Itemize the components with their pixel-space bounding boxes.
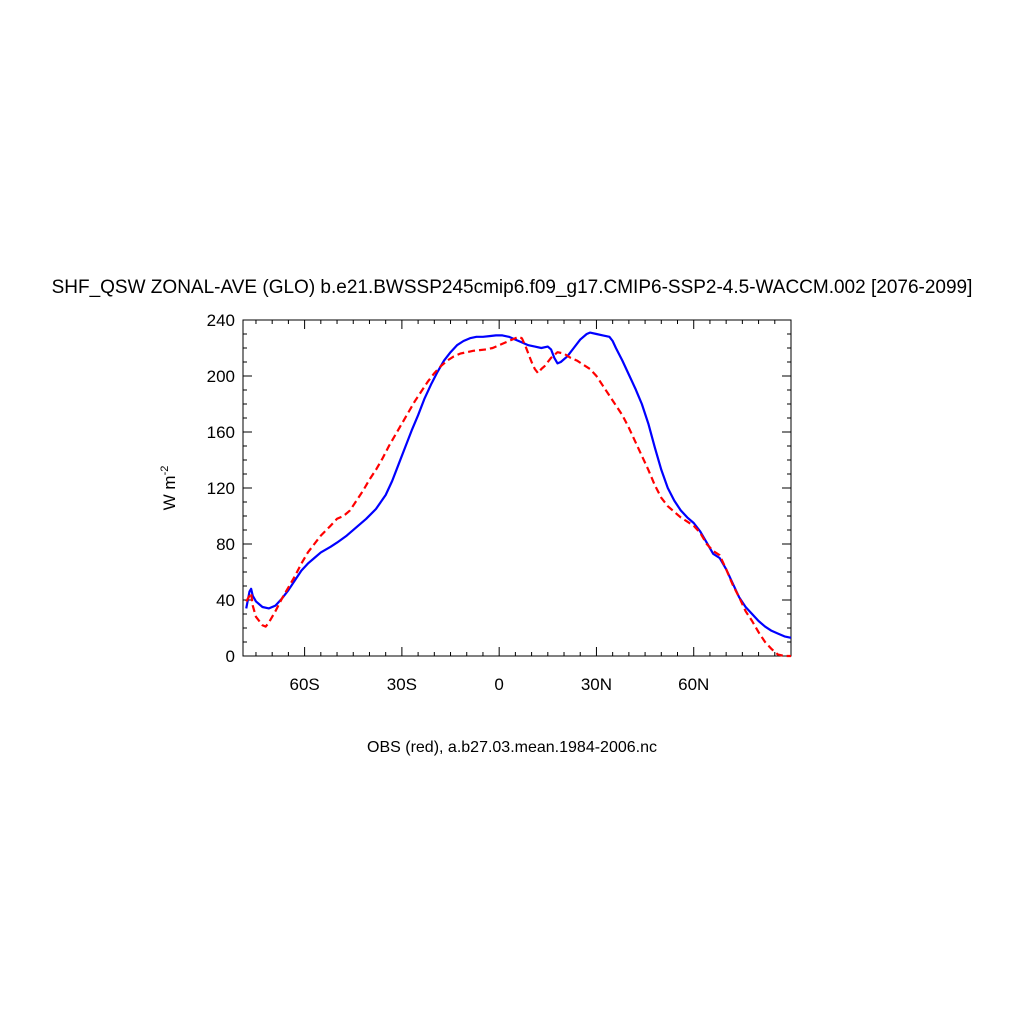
axis-ticks: [243, 319, 792, 657]
chart-title: SHF_QSW ZONAL-AVE (GLO) b.e21.BWSSP245cm…: [52, 277, 973, 298]
y-tick-label: 80: [216, 535, 235, 554]
y-axis-label: W m-2: [159, 466, 179, 511]
obs-series-line: [245, 335, 791, 658]
y-tick-label: 200: [207, 367, 235, 386]
x-tick-label: 0: [494, 675, 503, 694]
y-tick-label: 240: [207, 311, 235, 330]
x-tick-label: 60N: [678, 675, 709, 694]
plot-frame: [242, 319, 792, 657]
axis-tick-labels: 60S 30S 0 30N 60N 0 40 80 120 160 200 240: [207, 311, 710, 694]
x-tick-label: 30S: [387, 675, 417, 694]
y-tick-label: 0: [226, 647, 235, 666]
model-series-line: [245, 331, 792, 639]
y-axis-label-superscript: -2: [159, 466, 171, 476]
y-tick-label: 160: [207, 423, 235, 442]
data-series: [245, 331, 792, 658]
y-axis-label-text: W m: [160, 475, 179, 510]
chart-caption: OBS (red), a.b27.03.mean.1984-2006.nc: [367, 739, 657, 756]
x-tick-label: 60S: [289, 675, 319, 694]
y-tick-label: 40: [216, 591, 235, 610]
y-tick-label: 120: [207, 479, 235, 498]
x-tick-label: 30N: [581, 675, 612, 694]
